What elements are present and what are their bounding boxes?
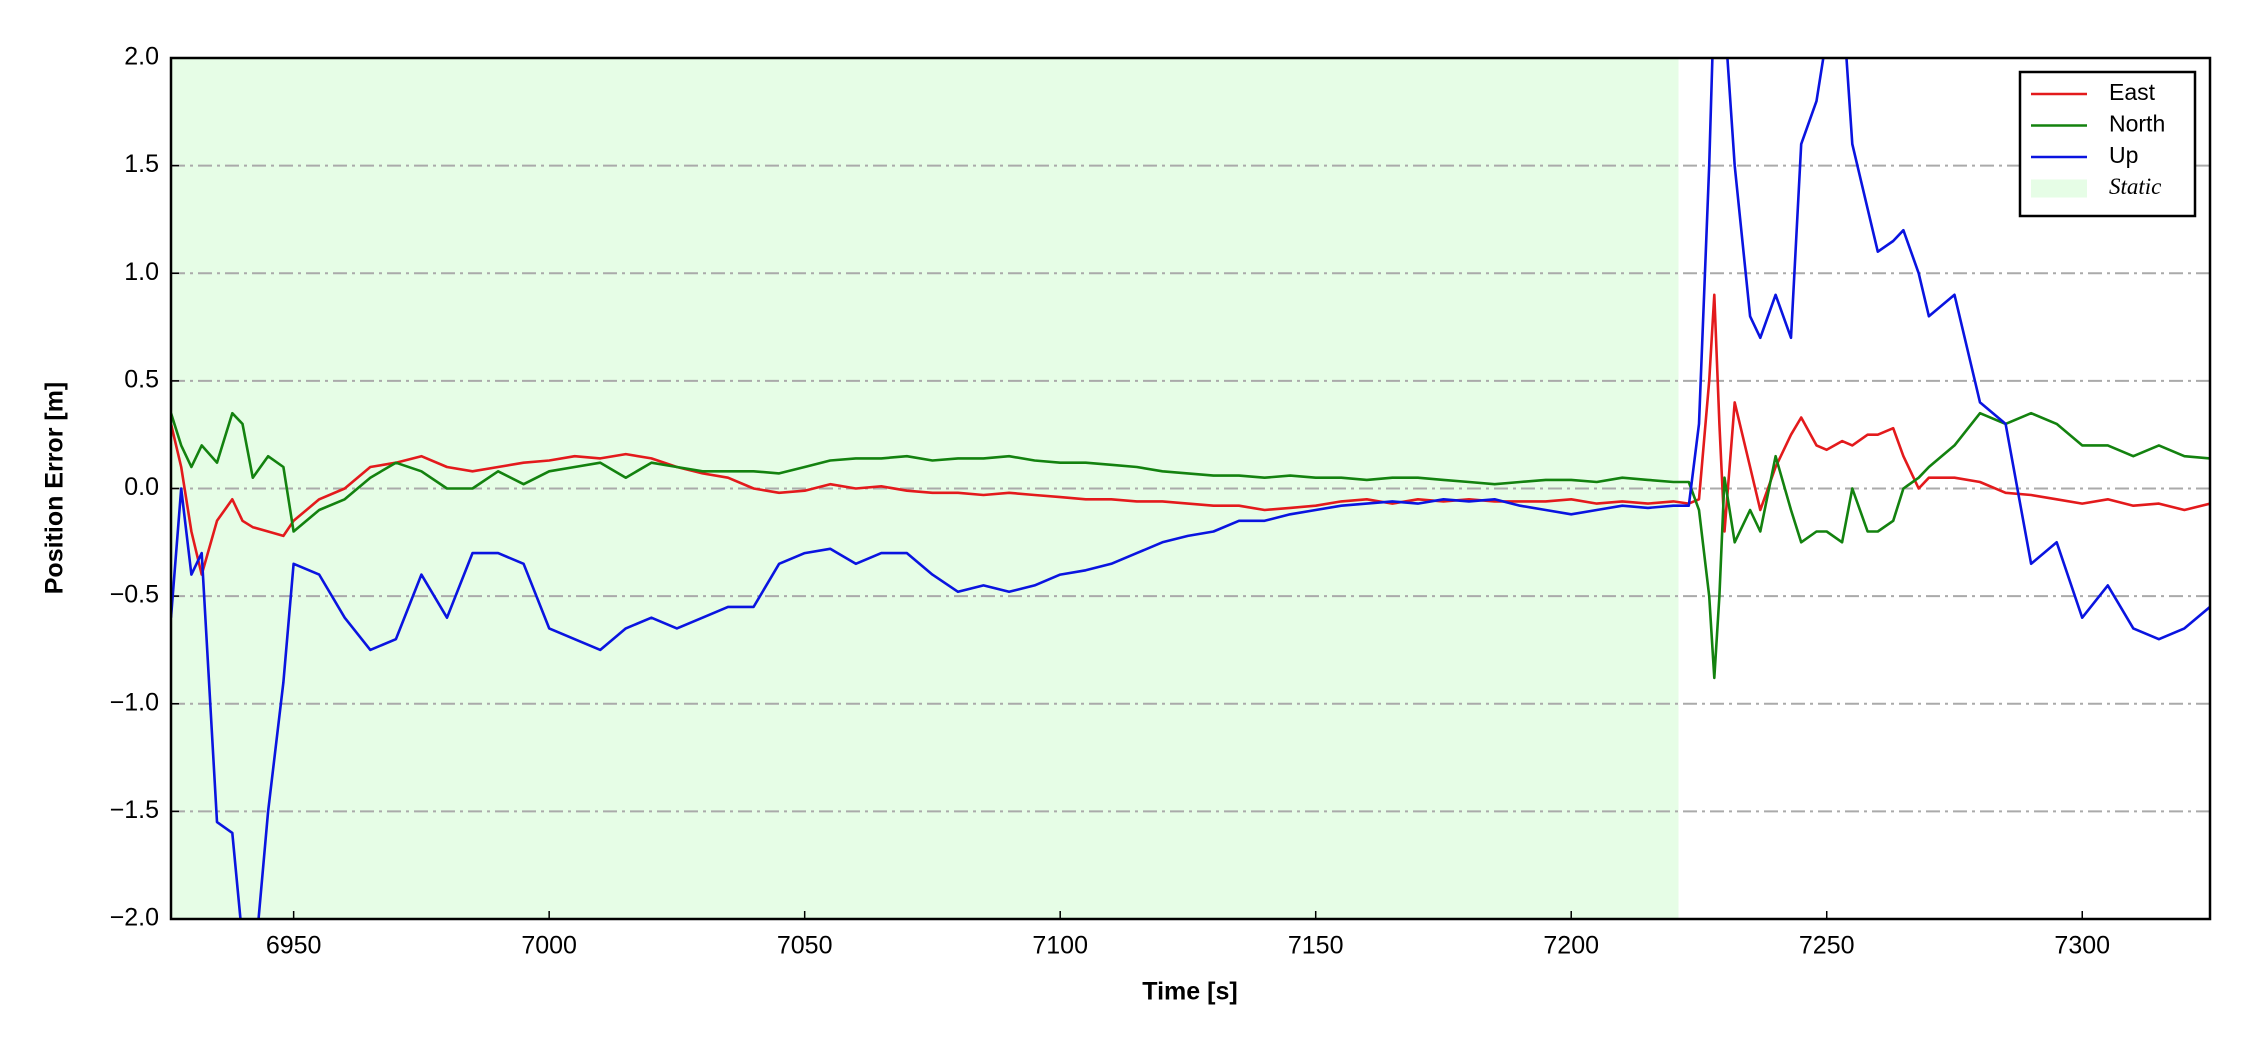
legend-swatch: [2031, 179, 2087, 198]
series-line: [171, 411, 2210, 680]
x-tick-label: 7200: [1543, 932, 1599, 960]
y-tick-label: 0.5: [124, 365, 159, 393]
x-tick-label: 7000: [521, 932, 577, 960]
x-tick-label: 6950: [266, 932, 322, 960]
legend-label: North: [2109, 111, 2165, 137]
y-tick-label: −1.0: [110, 688, 159, 716]
y-tick-label: 0.0: [124, 473, 159, 501]
series-line: [171, 58, 2210, 919]
legend-label: Up: [2109, 142, 2138, 168]
x-tick-label: 7150: [1288, 932, 1344, 960]
x-tick-label: 7050: [777, 932, 833, 960]
y-axis-label: Position Error [m]: [41, 382, 69, 595]
y-tick-label: −1.5: [110, 796, 159, 824]
y-tick-label: −0.5: [110, 581, 159, 609]
y-tick-label: 1.5: [124, 150, 159, 178]
x-axis-label: Time [s]: [1142, 978, 1237, 1006]
y-tick-label: 2.0: [124, 43, 159, 71]
legend-label: East: [2109, 79, 2156, 105]
x-tick-label: 7100: [1032, 932, 1088, 960]
legend-label: Static: [2109, 174, 2161, 199]
series-line: [171, 293, 2210, 576]
y-tick-label: 1.0: [124, 258, 159, 286]
y-tick-label: −2.0: [110, 904, 159, 932]
x-tick-label: 7250: [1799, 932, 1855, 960]
x-tick-label: 7300: [2054, 932, 2110, 960]
plot-frame: [169, 56, 2212, 921]
